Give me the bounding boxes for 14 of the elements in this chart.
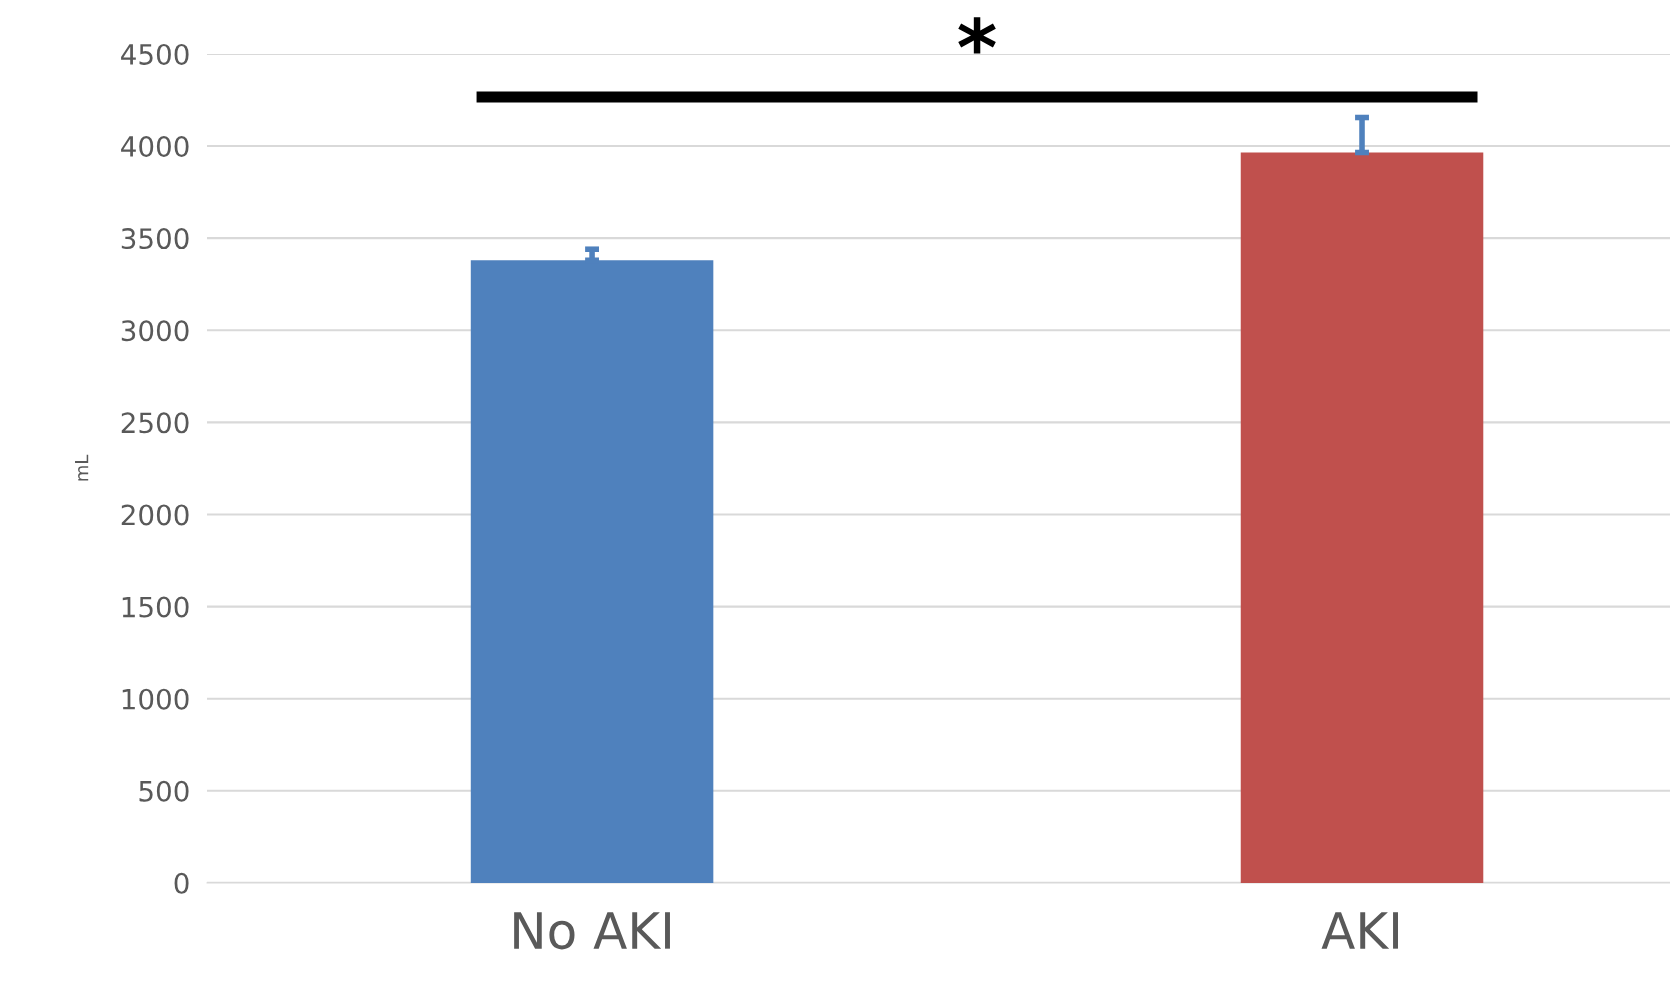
y-tick-label: 4500 bbox=[121, 43, 189, 65]
x-tick-label: AKI bbox=[1321, 912, 1398, 949]
x-tick-label: No AKI bbox=[514, 912, 670, 950]
text: * bbox=[958, 17, 996, 54]
y-tick-label: 2500 bbox=[121, 412, 189, 434]
y-tick-label: 3500 bbox=[121, 228, 189, 250]
y-tick-label: 1000 bbox=[122, 688, 189, 710]
y-tick-label: 4000 bbox=[121, 136, 189, 158]
y-tick-label: 2000 bbox=[121, 504, 189, 526]
y-tick-label: 0 bbox=[174, 872, 189, 894]
y-tick-label: 1500 bbox=[122, 596, 189, 618]
y-axis-title: mL bbox=[75, 454, 89, 481]
y-tick-label: 500 bbox=[139, 780, 189, 802]
y-tick-label: 3000 bbox=[121, 320, 189, 342]
